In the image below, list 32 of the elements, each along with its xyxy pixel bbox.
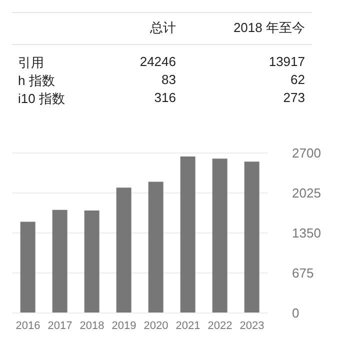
x-tick-label: 2019 <box>112 320 136 332</box>
data-label: 316 <box>154 90 176 105</box>
category-label: i10 指数 <box>18 90 65 108</box>
bar <box>180 156 196 313</box>
text: 总计 <box>150 19 176 37</box>
x-tick-label: 2021 <box>176 320 200 332</box>
bar <box>84 210 100 313</box>
bar <box>116 188 132 313</box>
y-tick-label: 2700 <box>292 146 321 161</box>
bar <box>244 162 260 313</box>
x-tick-label: 2018 <box>80 320 104 332</box>
bar <box>52 210 68 313</box>
x-tick-label: 2017 <box>48 320 72 332</box>
y-tick-label: 2025 <box>292 186 321 201</box>
y-tick-label: 1350 <box>292 226 321 241</box>
data-label: 273 <box>283 90 305 105</box>
category-label: 引用 <box>18 54 44 72</box>
data-label: 83 <box>162 72 176 87</box>
data-label: 13917 <box>268 54 305 69</box>
category-label: h 指数 <box>18 72 55 90</box>
x-tick-label: 2016 <box>16 320 40 332</box>
bar <box>148 182 164 313</box>
y-tick-label: 675 <box>292 266 314 281</box>
y-tick-label: 0 <box>292 306 300 321</box>
bar <box>20 222 36 313</box>
x-tick-label: 2022 <box>208 320 232 332</box>
text: 2018 年至今 <box>233 19 305 37</box>
x-tick-label: 2023 <box>240 320 264 332</box>
bar <box>212 158 228 313</box>
data-label: 62 <box>290 72 305 87</box>
x-tick-label: 2020 <box>144 320 168 332</box>
data-label: 24246 <box>140 54 176 69</box>
